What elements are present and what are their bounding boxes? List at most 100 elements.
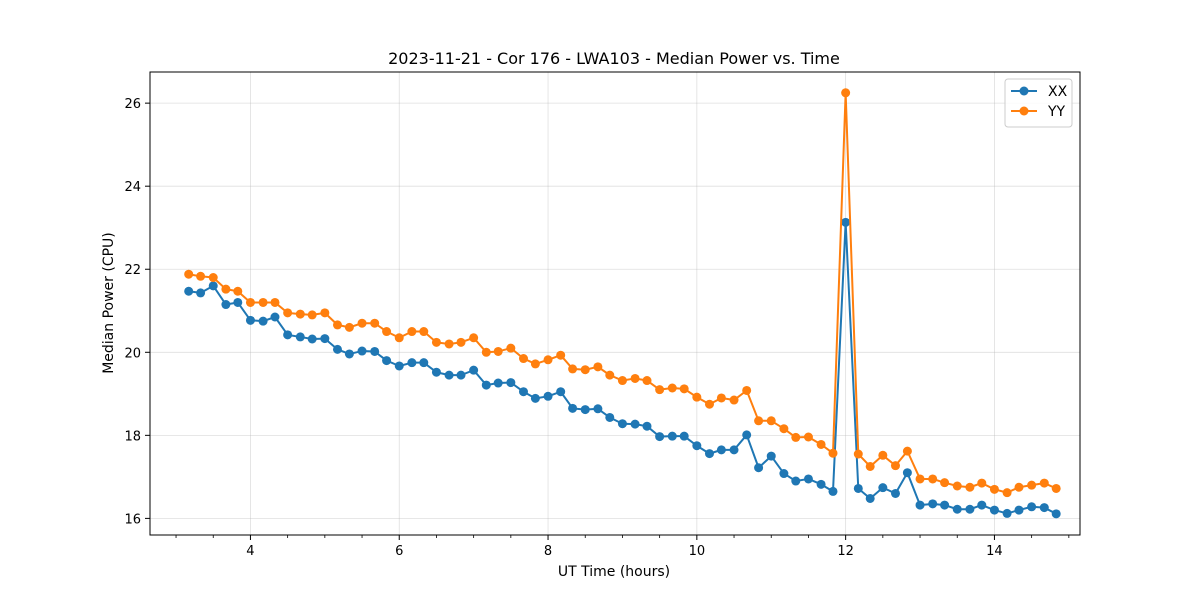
data-point-xx — [803, 474, 813, 484]
data-point-xx — [444, 370, 454, 380]
data-point-yy — [568, 364, 578, 374]
data-point-yy — [221, 284, 231, 294]
data-point-yy — [556, 350, 566, 360]
data-point-xx — [766, 451, 776, 461]
data-point-yy — [679, 384, 689, 394]
data-point-xx — [928, 499, 938, 509]
legend-swatch-marker-xx — [1019, 86, 1029, 96]
data-point-xx — [1002, 508, 1012, 518]
data-point-xx — [742, 430, 752, 440]
data-point-yy — [952, 481, 962, 491]
data-point-yy — [245, 297, 255, 307]
data-point-xx — [456, 370, 466, 380]
data-point-xx — [977, 500, 987, 510]
data-point-yy — [530, 359, 540, 369]
data-point-yy — [816, 439, 826, 449]
data-point-yy — [506, 343, 516, 353]
data-point-yy — [1051, 483, 1061, 493]
data-point-xx — [617, 419, 627, 429]
data-point-yy — [493, 346, 503, 356]
data-point-yy — [431, 337, 441, 347]
data-point-yy — [642, 376, 652, 386]
data-point-xx — [704, 449, 714, 459]
data-point-xx — [382, 356, 392, 366]
data-point-yy — [716, 393, 726, 403]
data-point-yy — [617, 376, 627, 386]
data-point-xx — [320, 334, 330, 344]
data-point-yy — [407, 327, 417, 337]
data-point-yy — [233, 286, 243, 296]
grid-lines — [150, 72, 1080, 535]
data-point-xx — [902, 468, 912, 478]
data-point-xx — [692, 441, 702, 451]
data-point-xx — [865, 493, 875, 503]
data-point-yy — [965, 482, 975, 492]
data-point-xx — [344, 349, 354, 359]
data-point-yy — [184, 269, 194, 279]
data-point-yy — [518, 354, 528, 364]
y-tick-label: 24 — [124, 180, 141, 195]
x-tick-label: 14 — [986, 544, 1003, 559]
data-point-xx — [245, 315, 255, 325]
data-point-xx — [407, 358, 417, 368]
y-tick-label: 20 — [124, 346, 141, 361]
data-point-xx — [431, 367, 441, 377]
data-point-xx — [283, 330, 293, 340]
data-point-xx — [530, 393, 540, 403]
x-axis-label: UT Time (hours) — [558, 564, 670, 580]
data-point-xx — [729, 445, 739, 455]
data-point-xx — [493, 378, 503, 388]
data-point-yy — [828, 448, 838, 458]
data-point-xx — [233, 297, 243, 307]
data-point-yy — [580, 365, 590, 375]
data-point-xx — [1051, 509, 1061, 519]
data-point-xx — [469, 365, 479, 375]
data-point-yy — [779, 424, 789, 434]
data-point-xx — [307, 334, 317, 344]
data-point-yy — [655, 385, 665, 395]
data-point-xx — [841, 217, 851, 227]
data-point-yy — [1002, 488, 1012, 498]
data-point-xx — [642, 421, 652, 431]
data-point-xx — [1027, 502, 1037, 512]
data-point-yy — [1039, 478, 1049, 488]
data-point-xx — [419, 358, 429, 368]
data-point-xx — [716, 445, 726, 455]
data-point-yy — [754, 416, 764, 426]
data-point-xx — [630, 419, 640, 429]
y-axis-label: Median Power (CPU) — [101, 232, 117, 374]
data-point-yy — [692, 392, 702, 402]
data-point-yy — [394, 333, 404, 343]
legend-label-xx: XX — [1048, 84, 1068, 100]
data-point-xx — [1014, 505, 1024, 515]
data-point-xx — [853, 483, 863, 493]
data-point-yy — [382, 327, 392, 337]
data-point-xx — [667, 431, 677, 441]
data-point-yy — [890, 461, 900, 471]
x-tick-label: 6 — [395, 544, 403, 559]
data-point-yy — [729, 395, 739, 405]
data-point-yy — [667, 383, 677, 393]
data-point-yy — [419, 327, 429, 337]
data-point-yy — [307, 310, 317, 320]
y-tick-label: 22 — [124, 263, 141, 278]
data-point-xx — [655, 432, 665, 442]
data-point-xx — [828, 486, 838, 496]
data-point-yy — [766, 416, 776, 426]
data-point-yy — [332, 320, 342, 330]
data-point-yy — [989, 484, 999, 494]
data-point-xx — [196, 288, 206, 298]
data-point-yy — [803, 432, 813, 442]
data-point-xx — [556, 387, 566, 397]
data-point-xx — [518, 387, 528, 397]
x-tick-label: 12 — [837, 544, 854, 559]
data-point-yy — [1027, 480, 1037, 490]
data-point-xx — [184, 286, 194, 296]
data-point-xx — [370, 346, 380, 356]
data-point-xx — [394, 361, 404, 371]
data-point-xx — [940, 500, 950, 510]
data-point-yy — [283, 308, 293, 318]
